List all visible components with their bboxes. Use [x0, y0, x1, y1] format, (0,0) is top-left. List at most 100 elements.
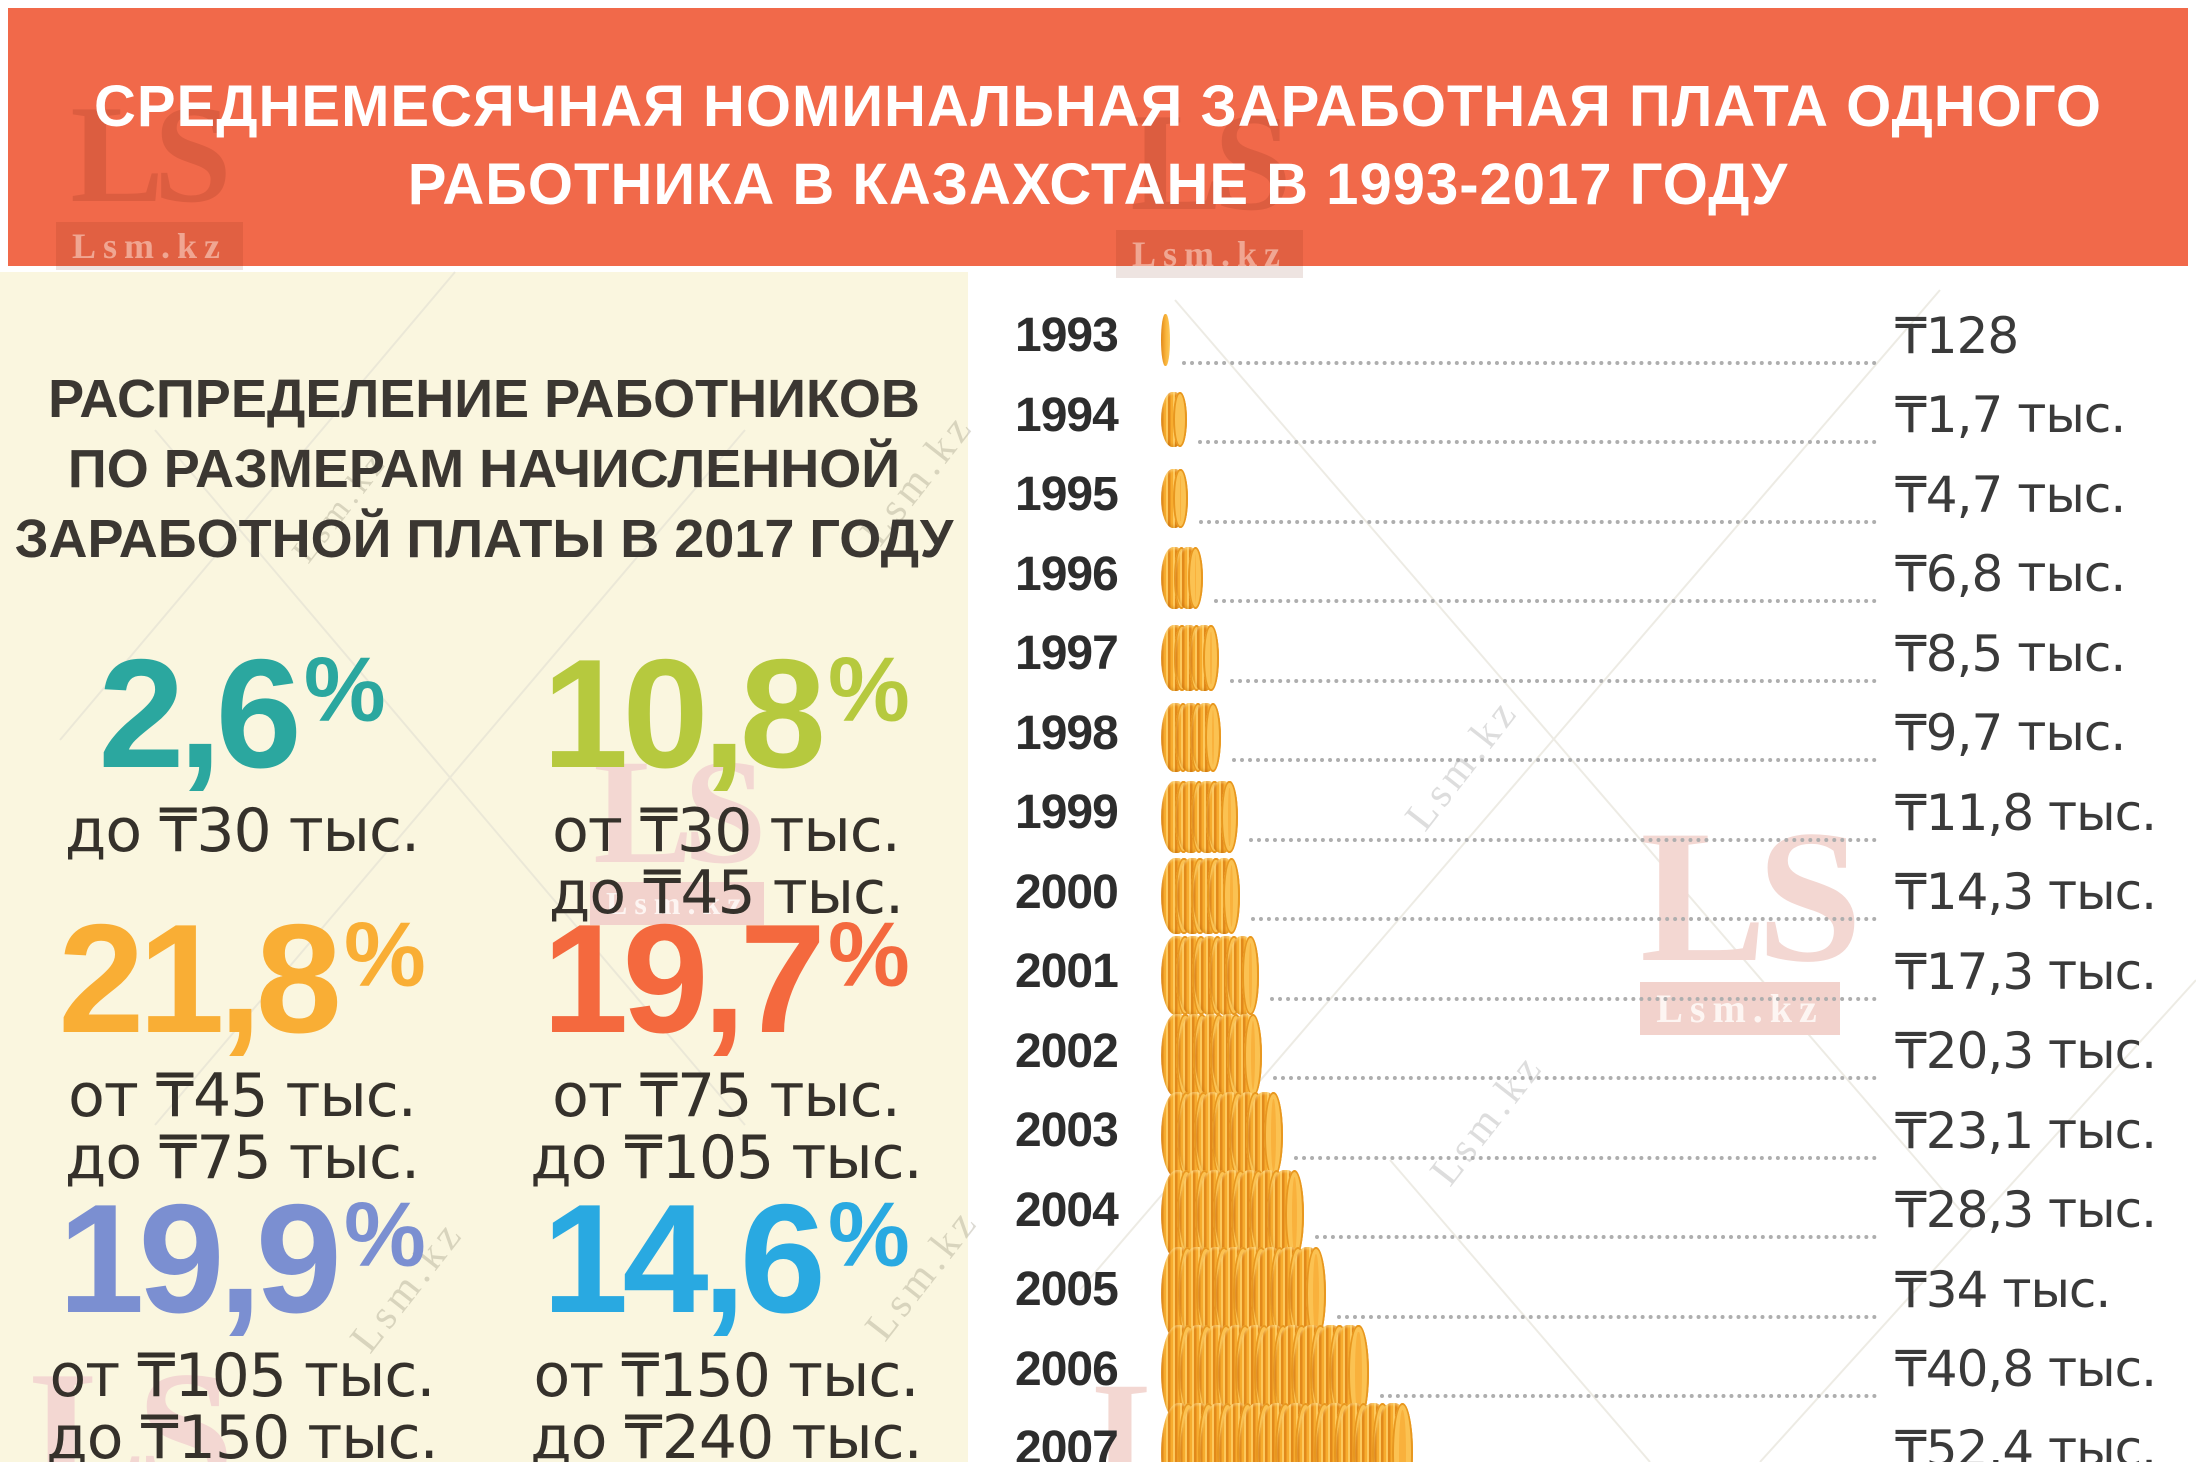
- year-label: 2002: [1015, 1024, 1119, 1078]
- stat-salary-range: от ₸105 тыс. до ₸150 тыс.: [0, 1345, 484, 1462]
- table-row: 1997 ₸8,5 тыс.: [1015, 614, 2167, 694]
- table-row: 2005 ₸34 тыс.: [1015, 1247, 2167, 1341]
- dotted-leader: [1213, 599, 1877, 603]
- dotted-leader: [1251, 917, 1877, 921]
- salary-by-year-chart: 1993 ₸128 1994 ₸1,7 тыс. 1995 ₸4,7 тыс. …: [1015, 296, 2167, 1462]
- year-label: 2003: [1015, 1104, 1119, 1158]
- distribution-stat: 2,6% до ₸30 тыс.: [0, 610, 484, 875]
- page-title-line-1: СРЕДНЕМЕСЯЧНАЯ НОМИНАЛЬНАЯ ЗАРАБОТНАЯ ПЛ…: [93, 74, 2103, 139]
- coin-icon: [1161, 313, 1170, 366]
- year-label: 1994: [1015, 388, 1119, 442]
- year-label: 1996: [1015, 547, 1119, 601]
- stat-salary-range-line: до ₸240 тыс.: [530, 1403, 922, 1462]
- salary-value: ₸20,3 тыс.: [1895, 1022, 2157, 1081]
- dotted-leader: [1198, 519, 1877, 524]
- percent-sign: %: [827, 1184, 910, 1286]
- coin-icon: [1189, 624, 1219, 691]
- coin-icon: [1174, 547, 1203, 610]
- dotted-leader: [1182, 360, 1877, 365]
- table-row: 1995 ₸4,7 тыс.: [1015, 455, 2167, 535]
- table-row: 2006 ₸40,8 тыс.: [1015, 1325, 2167, 1422]
- header: СРЕДНЕМЕСЯЧНАЯ НОМИНАЛЬНАЯ ЗАРАБОТНАЯ ПЛ…: [8, 8, 2188, 266]
- panel-title-line-2: ПО РАЗМЕРАМ НАЧИСЛЕННОЙ: [67, 439, 901, 499]
- table-row: 2002 ₸20,3 тыс.: [1015, 1012, 2167, 1097]
- distribution-panel: РАСПРЕДЕЛЕНИЕ РАБОТНИКОВ ПО РАЗМЕРАМ НАЧ…: [0, 272, 968, 1462]
- stat-percentage-number: 19,7: [542, 892, 826, 1065]
- stat-salary-range: до ₸30 тыс.: [0, 800, 484, 862]
- salary-value: ₸17,3 тыс.: [1895, 942, 2157, 1001]
- coin-stack-icon: [1161, 391, 1187, 448]
- table-row: 1999 ₸11,8 тыс.: [1015, 773, 2167, 854]
- coin-stack-icon: [1161, 702, 1221, 772]
- year-label: 1997: [1015, 627, 1119, 681]
- dotted-leader: [1314, 1235, 1877, 1239]
- table-row: 2003 ₸23,1 тыс.: [1015, 1091, 2167, 1178]
- coin-stack-icon: [1161, 780, 1238, 854]
- distribution-stat: 21,8% от ₸45 тыс. до ₸75 тыс.: [0, 875, 484, 1190]
- stat-percentage: 14,6%: [484, 1155, 968, 1339]
- stat-percentage-number: 21,8: [58, 892, 342, 1065]
- coin-icon: [1228, 1013, 1262, 1097]
- coin-icon: [1161, 391, 1187, 448]
- year-label: 1999: [1015, 786, 1119, 840]
- table-row: 2000 ₸14,3 тыс.: [1015, 853, 2167, 935]
- year-label: 1998: [1015, 706, 1119, 760]
- coin-stack-icon: [1161, 936, 1259, 1016]
- dotted-leader: [1379, 1394, 1877, 1398]
- percent-sign: %: [343, 904, 426, 1006]
- stat-percentage: 2,6%: [0, 610, 484, 794]
- stat-salary-range-line: от ₸75 тыс.: [552, 1061, 901, 1131]
- salary-value: ₸34 тыс.: [1895, 1260, 2111, 1319]
- coin-icon: [1190, 702, 1221, 772]
- panel-title-line-1: РАСПРЕДЕЛЕНИЕ РАБОТНИКОВ: [48, 369, 920, 429]
- salary-value: ₸11,8 тыс.: [1895, 783, 2157, 842]
- percent-sign: %: [343, 1184, 426, 1286]
- stat-salary-range-line: до ₸30 тыс.: [64, 796, 420, 866]
- distribution-stat: 19,7% от ₸75 тыс. до ₸105 тыс.: [484, 875, 968, 1190]
- coin-stack-icon: [1161, 624, 1219, 691]
- dotted-leader: [1293, 1155, 1877, 1160]
- salary-value: ₸28,3 тыс.: [1895, 1181, 2157, 1240]
- stat-salary-range-line: от ₸150 тыс.: [533, 1341, 920, 1411]
- dotted-leader: [1270, 996, 1877, 1001]
- stat-salary-range-line: до ₸75 тыс.: [64, 1123, 420, 1193]
- stat-salary-range: от ₸150 тыс. до ₸240 тыс.: [484, 1345, 968, 1462]
- stat-salary-range-line: от ₸105 тыс.: [49, 1341, 436, 1411]
- salary-value: ₸14,3 тыс.: [1895, 863, 2157, 922]
- salary-value: ₸6,8 тыс.: [1895, 545, 2126, 604]
- dotted-leader: [1337, 1314, 1877, 1319]
- stat-salary-range-line: от ₸30 тыс.: [552, 796, 901, 866]
- dotted-leader: [1273, 1076, 1877, 1080]
- coin-icon: [1226, 936, 1259, 1016]
- coin-stack-icon: [1161, 1402, 1414, 1462]
- salary-value: ₸52,4 тыс.: [1895, 1419, 2157, 1462]
- table-row: 2001 ₸17,3 тыс.: [1015, 932, 2167, 1016]
- stat-percentage-number: 14,6: [542, 1172, 826, 1345]
- dotted-leader: [1249, 837, 1877, 842]
- table-row: 1996 ₸6,8 тыс.: [1015, 535, 2167, 615]
- distribution-stat: 14,6% от ₸150 тыс. до ₸240 тыс.: [484, 1155, 968, 1462]
- percent-sign: %: [827, 639, 910, 741]
- year-label: 2004: [1015, 1183, 1119, 1237]
- coin-icon: [1207, 780, 1238, 854]
- distribution-stat: 10,8% от ₸30 тыс. до ₸45 тыс.: [484, 610, 968, 925]
- table-row: 1993 ₸128: [1015, 296, 2167, 376]
- distribution-stat: 19,9% от ₸105 тыс. до ₸150 тыс.: [0, 1155, 484, 1462]
- year-label: 2005: [1015, 1263, 1119, 1317]
- year-label: 1995: [1015, 468, 1119, 522]
- coin-icon: [1208, 858, 1241, 935]
- stat-percentage: 19,9%: [0, 1155, 484, 1339]
- header-background: [8, 8, 2188, 266]
- panel-title-line-3: ЗАРАБОТНОЙ ПЛАТЫ В 2017 ГОДУ: [14, 509, 954, 569]
- stat-percentage: 21,8%: [0, 875, 484, 1059]
- stat-percentage: 10,8%: [484, 610, 968, 794]
- table-row: 1998 ₸9,7 тыс.: [1015, 694, 2167, 774]
- percent-sign: %: [827, 904, 910, 1006]
- coin-icon: [1374, 1402, 1414, 1462]
- year-label: 2000: [1015, 865, 1119, 919]
- year-label: 2001: [1015, 945, 1119, 999]
- year-label: 2006: [1015, 1342, 1119, 1396]
- stat-percentage-number: 19,9: [58, 1172, 342, 1345]
- dotted-leader: [1197, 440, 1877, 444]
- coin-stack-icon: [1161, 313, 1170, 366]
